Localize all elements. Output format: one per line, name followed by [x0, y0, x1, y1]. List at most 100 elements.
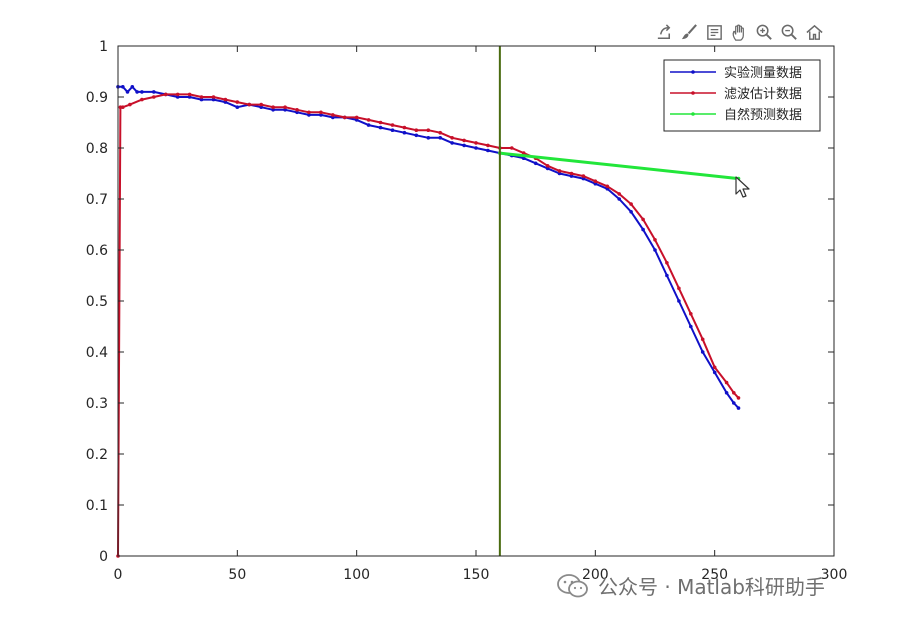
data-point: [569, 171, 574, 176]
data-point: [653, 248, 657, 252]
data-point: [677, 299, 681, 303]
data-point: [545, 164, 550, 168]
data-point: [545, 166, 550, 171]
data-point: [402, 130, 407, 135]
data-point: [462, 138, 466, 143]
data-point: [354, 118, 359, 122]
data-point: [378, 120, 383, 125]
data-point: [521, 156, 526, 160]
data-point: [700, 337, 705, 342]
data-point: [533, 161, 538, 166]
data-point: [593, 179, 598, 183]
data-point: [307, 110, 311, 115]
data-point: [319, 113, 323, 117]
data-point: [450, 136, 454, 140]
data-point: [271, 108, 275, 112]
y-tick-label: 0.9: [86, 90, 108, 106]
legend-marker: [691, 112, 695, 116]
brush-icon[interactable]: [679, 22, 700, 43]
legend-marker: [691, 70, 695, 74]
data-point: [557, 171, 562, 176]
legend-marker: [691, 91, 695, 95]
data-point: [247, 102, 252, 107]
x-tick-label: 250: [701, 567, 728, 583]
data-point: [199, 97, 204, 102]
zoom-in-icon[interactable]: [754, 22, 775, 43]
data-point: [223, 100, 228, 104]
series-line: [499, 151, 739, 181]
data-point: [474, 146, 478, 150]
y-tick-label: 1: [99, 39, 108, 55]
data-point: [665, 273, 669, 278]
data-point: [211, 95, 216, 99]
data-point: [617, 197, 621, 201]
legend-item[interactable]: 实验测量数据: [670, 65, 802, 81]
data-point: [121, 105, 125, 109]
data-point: [414, 133, 419, 138]
data-point: [319, 110, 323, 115]
data-tips-icon[interactable]: [704, 22, 725, 43]
pan-icon[interactable]: [729, 22, 750, 43]
data-point: [438, 130, 443, 135]
data-point: [271, 105, 275, 109]
y-tick-label: 0.4: [86, 345, 108, 361]
x-tick-label: 100: [343, 567, 370, 583]
x-tick-label: 200: [582, 567, 609, 583]
data-point: [378, 125, 383, 130]
home-icon[interactable]: [804, 22, 825, 43]
data-point: [486, 148, 490, 153]
data-point: [462, 143, 466, 148]
data-point: [557, 169, 562, 173]
y-tick-label: 0.5: [86, 294, 108, 310]
data-point: [342, 115, 347, 120]
data-point: [125, 90, 130, 94]
data-point: [629, 210, 633, 214]
data-point: [235, 105, 240, 109]
series-1: [116, 85, 741, 410]
data-point: [331, 115, 335, 120]
export-icon[interactable]: [654, 22, 675, 43]
watermark: 公众号 · Matlab科研助手: [556, 571, 825, 600]
data-point: [712, 370, 717, 375]
data-point: [581, 174, 586, 178]
axes-toolbar: [654, 20, 825, 44]
data-point: [510, 146, 514, 150]
data-point: [175, 95, 180, 99]
y-tick-label: 0.1: [86, 498, 108, 514]
data-point: [259, 102, 264, 107]
data-point: [199, 95, 204, 99]
zoom-out-icon[interactable]: [779, 22, 800, 43]
data-point: [295, 110, 299, 115]
data-point: [121, 85, 125, 89]
data-point: [438, 136, 443, 140]
data-point: [677, 286, 681, 291]
legend-item[interactable]: 滤波估计数据: [670, 87, 802, 102]
y-tick-label: 0.2: [86, 447, 108, 463]
y-tick-label: 0.6: [86, 243, 108, 259]
series-2: [116, 92, 741, 558]
data-point: [641, 227, 645, 232]
series-line: [117, 93, 740, 557]
legend-label: 实验测量数据: [724, 65, 802, 81]
data-point: [700, 350, 705, 354]
data-point: [724, 391, 729, 395]
data-point: [307, 113, 311, 117]
data-point: [724, 380, 729, 385]
data-point: [689, 324, 693, 329]
data-point: [593, 181, 598, 186]
watermark-text: 公众号 · Matlab科研助手: [598, 575, 825, 599]
data-point: [641, 217, 645, 222]
wechat-icon: [557, 573, 588, 597]
data-point: [211, 97, 216, 102]
mouse-cursor-icon: [735, 176, 750, 198]
data-point: [187, 92, 192, 97]
data-point: [390, 123, 395, 127]
data-point: [175, 92, 180, 97]
data-point: [128, 102, 132, 107]
data-point: [712, 365, 717, 370]
legend-item[interactable]: 自然预测数据: [670, 107, 802, 123]
data-point: [736, 396, 741, 400]
